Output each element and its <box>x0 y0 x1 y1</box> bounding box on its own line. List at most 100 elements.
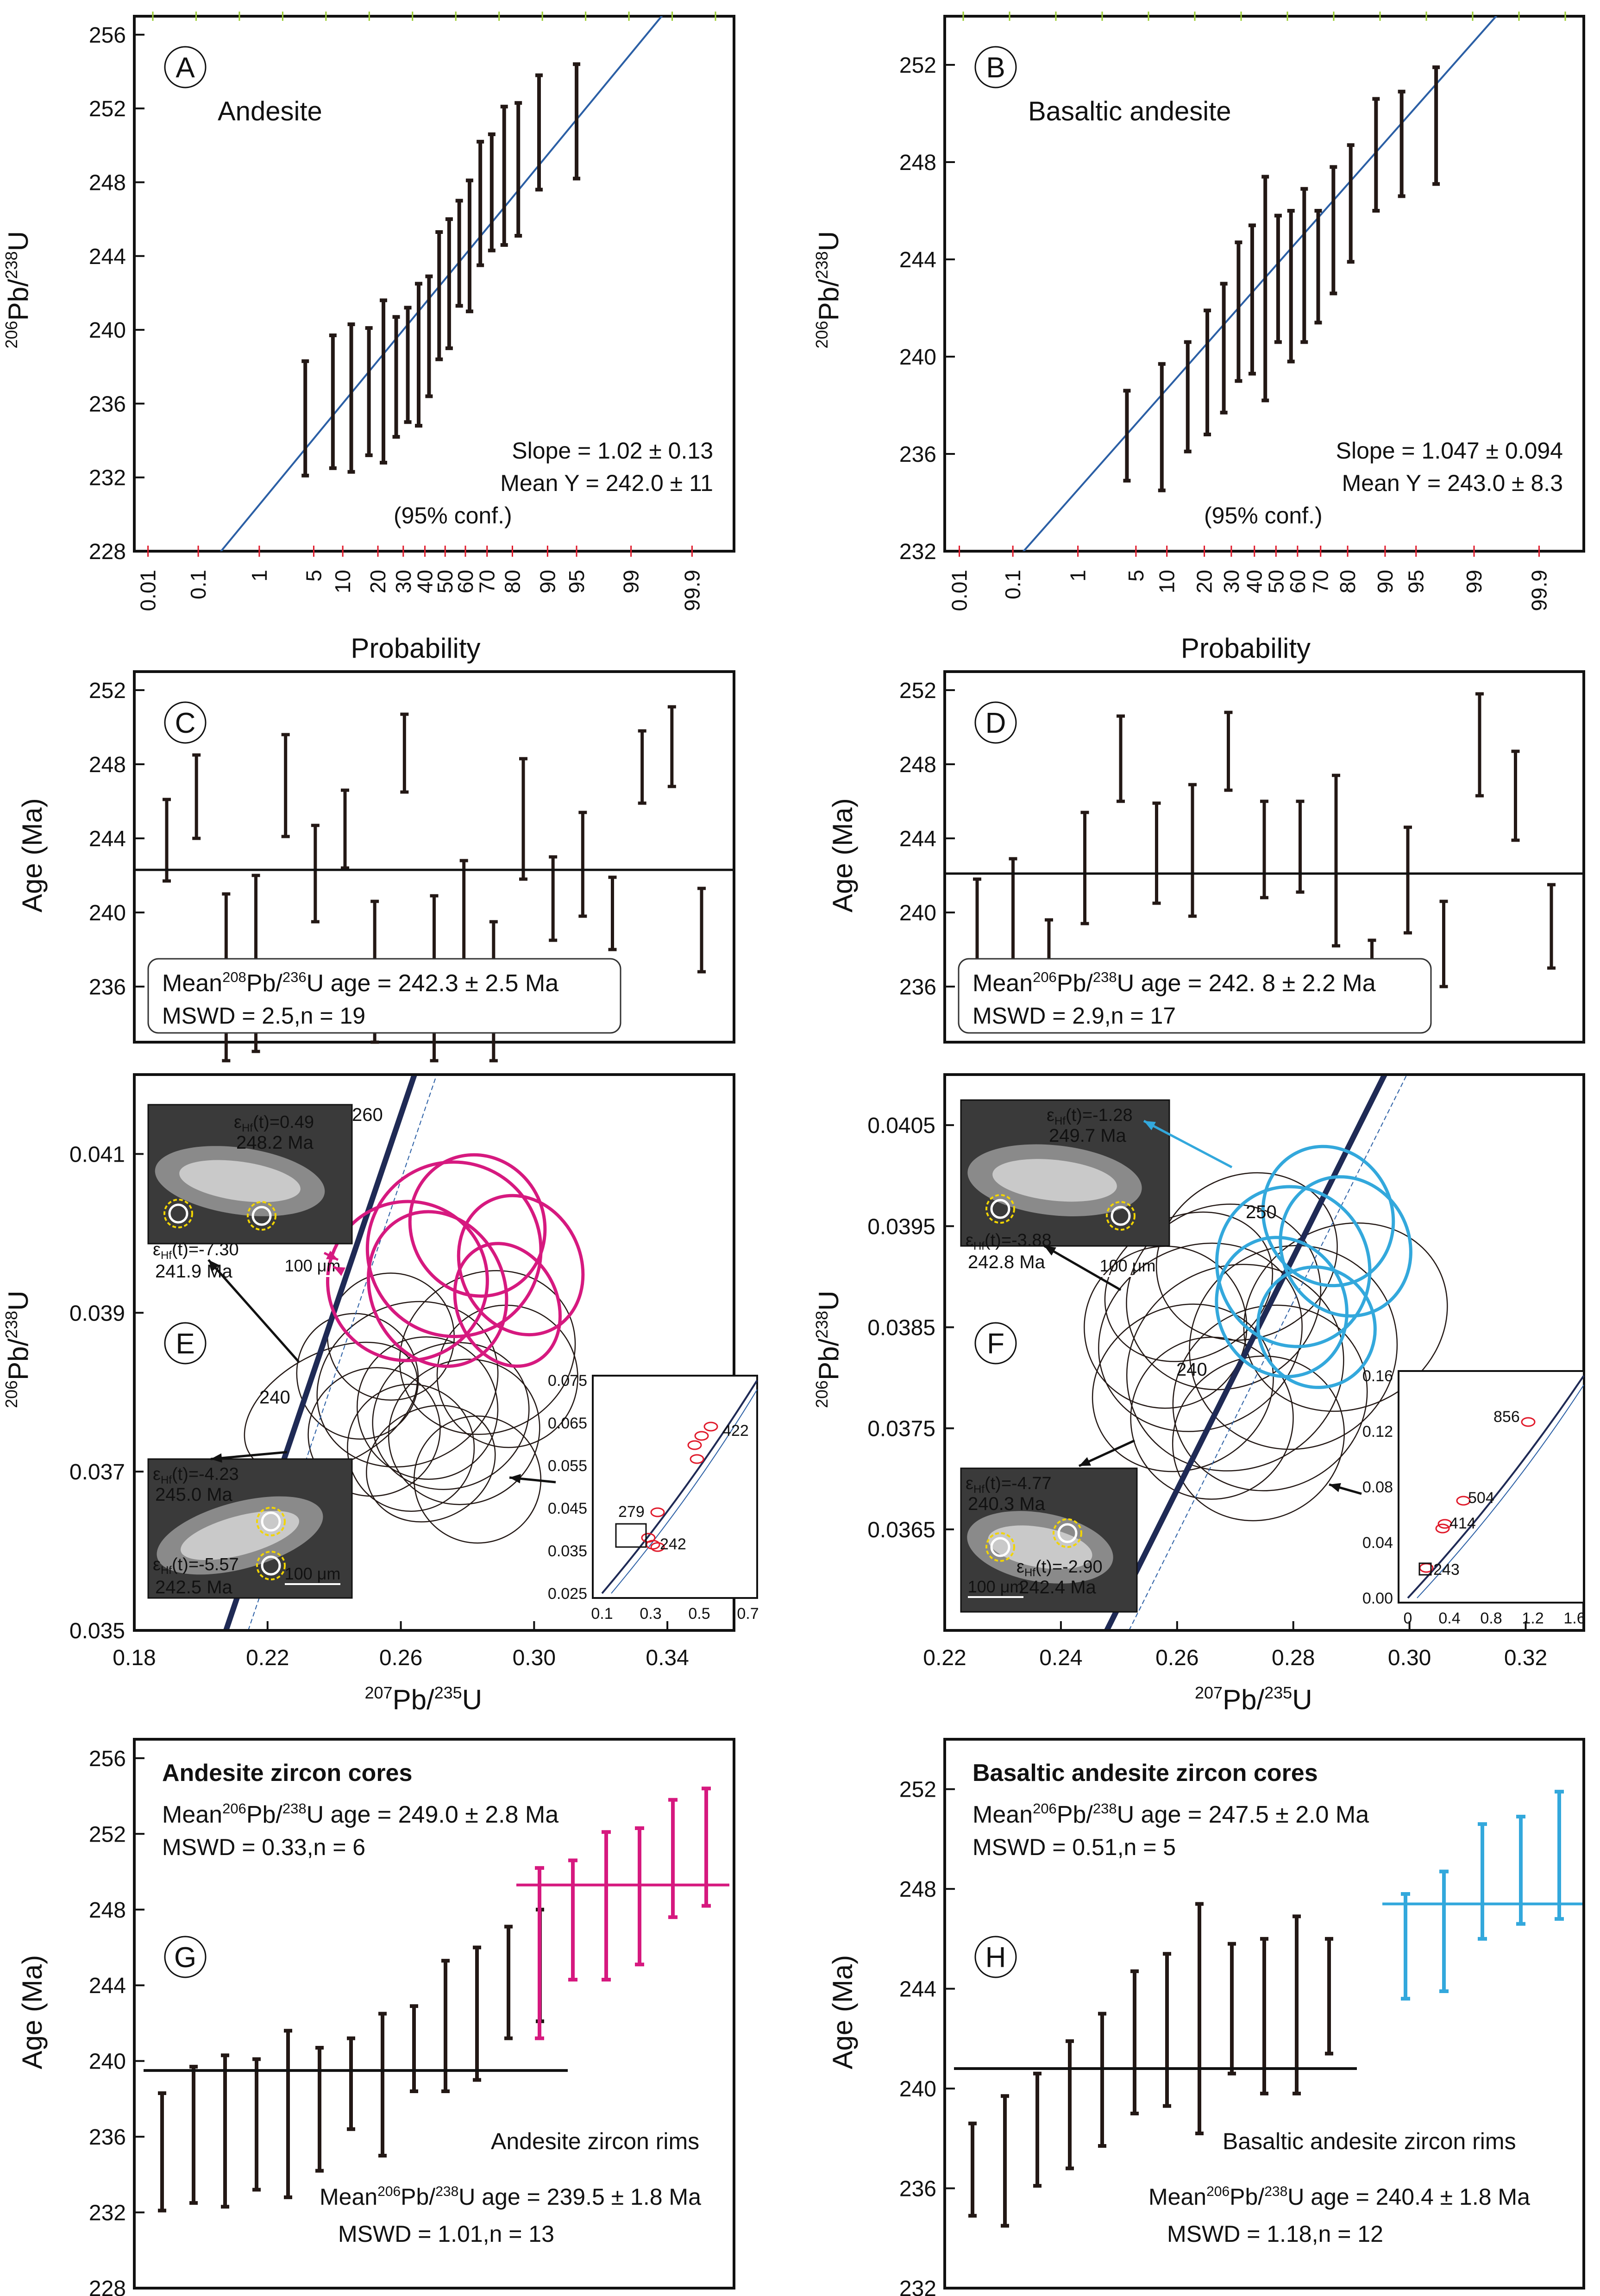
regression-line <box>1022 16 1498 551</box>
y-tick-label: 232 <box>899 540 936 564</box>
inset-x-tick-label: 0.5 <box>688 1605 710 1623</box>
probability-error-bar <box>425 274 433 398</box>
rim-age-error-bar <box>378 2012 387 2158</box>
age-error-bar <box>608 875 617 951</box>
rim-age-error-bar <box>1228 1942 1236 2076</box>
epsilon-value: (t)=-1.28 <box>1066 1106 1133 1125</box>
analysis-spot-yellow <box>985 1532 1015 1562</box>
analysis-spot-white <box>1111 1206 1131 1226</box>
core-age-error-bar <box>1439 1869 1449 1994</box>
text-span: U <box>813 1290 844 1310</box>
text-span: U age = 242. 8 ± 2.2 Ma <box>1117 970 1376 997</box>
text-span: Pb/ <box>401 2184 435 2210</box>
y-tick-label: 244 <box>899 248 936 272</box>
x-tick-label: 10 <box>1155 570 1179 593</box>
x-tick-label: 0.1 <box>186 570 210 599</box>
probability-error-bar <box>1314 209 1322 325</box>
epsilon-hf-text: εHf(t)=-5.57 <box>153 1555 239 1577</box>
x-tick-label: 5 <box>301 570 326 582</box>
rim-error-ellipse <box>1126 1203 1322 1390</box>
spot-age-label: 241.9 Ma <box>155 1261 233 1282</box>
probability-error-bar <box>392 315 400 439</box>
x-tick-label: 80 <box>500 570 524 593</box>
hf-subscript: Hf <box>161 1249 172 1262</box>
y-tick-label: 236 <box>899 975 936 1000</box>
probability-error-bar <box>1248 223 1256 376</box>
rim-mswd-text: MSWD = 1.18,n = 12 <box>1167 2221 1383 2247</box>
legend-mean-text: Mean206Pb/238U age = 242. 8 ± 2.2 Ma <box>973 969 1376 997</box>
core-error-ellipse <box>1256 1265 1377 1389</box>
inset-y-tick-label: 0.04 <box>1362 1534 1393 1552</box>
inset-data-ellipse <box>650 1507 665 1517</box>
x-tick-label: 50 <box>1264 570 1288 593</box>
epsilon-symbol: ε <box>966 1231 973 1250</box>
y-tick-label: 248 <box>899 753 936 777</box>
zircon-core <box>992 1159 1117 1202</box>
core-age-error-bar <box>602 1830 611 1981</box>
pointer-arrow <box>1143 1120 1233 1169</box>
x-tick-label: 90 <box>535 570 559 593</box>
inset-x-tick-label: 0.7 <box>737 1605 759 1623</box>
core-error-ellipse <box>1279 1175 1412 1318</box>
text-span: Mean <box>162 1801 222 1828</box>
rim-error-ellipse <box>366 1405 496 1522</box>
age-error-bar <box>667 705 676 788</box>
superscript: 236 <box>282 969 307 985</box>
superscript: 238 <box>812 1311 831 1339</box>
scale-bar-label: 100 μm <box>285 1564 341 1583</box>
x-tick-label: 95 <box>565 570 589 593</box>
spot-age-label: 242.8 Ma <box>968 1252 1046 1272</box>
x-tick-label: 0.28 <box>1272 1646 1315 1670</box>
y-tick-label: 248 <box>89 1898 126 1923</box>
core-error-ellipse <box>453 1242 562 1368</box>
rim-mean-text: Mean206Pb/238U age = 240.4 ± 1.8 Ma <box>1148 2184 1530 2210</box>
analysis-spot-white <box>990 1537 1010 1557</box>
age-error-bar <box>1404 825 1412 935</box>
rim-error-ellipse <box>296 1313 419 1440</box>
superscript: 206 <box>2 1380 21 1408</box>
y-tick-label: 228 <box>89 2277 126 2296</box>
x-tick-label: 99.9 <box>1527 570 1551 611</box>
panel-label: B <box>986 52 1005 84</box>
age-error-bar <box>1547 883 1556 970</box>
plot-frame <box>133 1073 735 1632</box>
inset-plot: 0.025 0.035 0.045 0.055 0.065 0.075 0.1 0.3 0.5 0… <box>548 1372 759 1623</box>
x-tick-label: 0.18 <box>113 1646 156 1670</box>
spot-age-label: 249.7 Ma <box>1049 1126 1127 1146</box>
core-age-error-bar <box>635 1826 644 1967</box>
probability-error-bar <box>301 359 309 478</box>
inset-concordia-envelope <box>1417 1384 1584 1598</box>
inset-age-label: 242 <box>660 1535 686 1553</box>
superscript: 238 <box>1264 2184 1287 2199</box>
spot-age-label: 242.4 Ma <box>1019 1577 1097 1598</box>
text-span: Mean <box>973 1801 1033 1828</box>
x-tick-label: 1 <box>247 570 271 582</box>
weighted-mean-plot-D: 236 240 244 248 252 D Age (Ma) Mean206Pb/238U a… <box>827 670 1585 1044</box>
x-tick-label: 30 <box>391 570 415 593</box>
analysis-spot-white <box>1057 1523 1078 1543</box>
panel-label: H <box>985 1942 1006 1974</box>
panel-label: E <box>176 1328 195 1360</box>
inset-x-tick-label: 1.6 <box>1563 1610 1585 1627</box>
y-tick-label: 252 <box>899 53 936 78</box>
y-tick-label: 236 <box>89 2125 126 2150</box>
probability-error-bar <box>347 322 355 474</box>
rim-age-error-bar <box>315 2046 324 2173</box>
panel-label-circle <box>974 1322 1017 1365</box>
epsilon-symbol: ε <box>234 1113 242 1132</box>
rim-error-ellipse <box>399 1270 576 1435</box>
age-error-bar <box>1188 783 1197 918</box>
inset-concordia-envelope <box>611 1389 758 1594</box>
probability-error-bar <box>1274 214 1282 344</box>
panel-title: Andesite <box>218 96 322 126</box>
inset-concordia <box>1407 1375 1585 1599</box>
rim-age-error-bar <box>158 2091 166 2213</box>
inset-concordia <box>601 1379 758 1594</box>
inset-frame <box>1398 1370 1585 1604</box>
x-tick-label: 20 <box>1192 570 1217 593</box>
x-tick-label: 99 <box>1462 570 1486 593</box>
text-span: U age = 242.3 ± 2.5 Ma <box>307 970 559 997</box>
probability-error-bar <box>1347 143 1355 264</box>
scale-bar-label: 100 μm <box>968 1577 1024 1596</box>
